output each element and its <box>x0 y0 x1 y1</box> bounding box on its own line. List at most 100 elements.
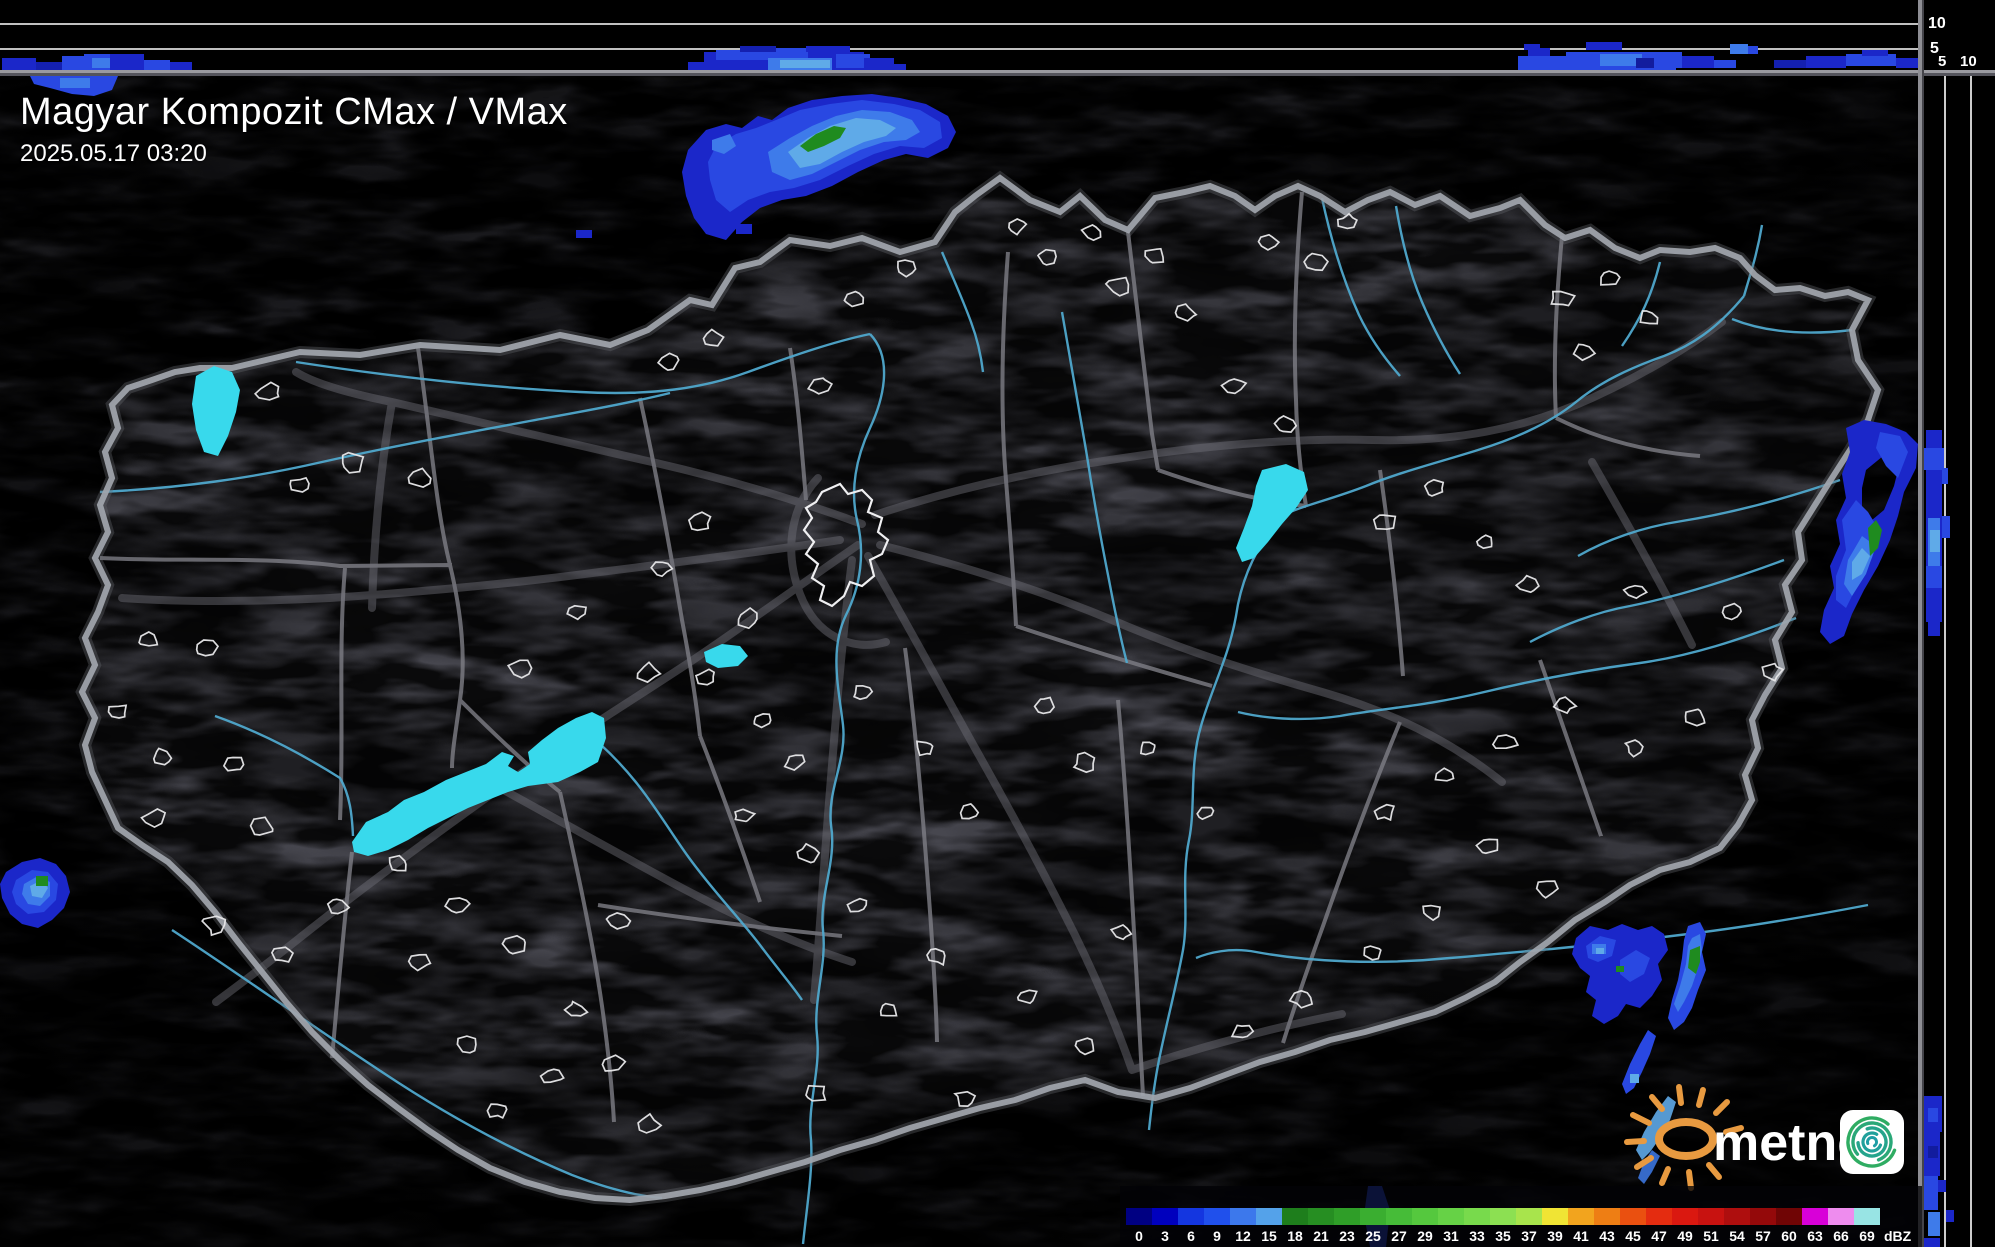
right-axis-label-10km: 10 <box>1960 53 1977 70</box>
city-outline <box>1684 708 1706 727</box>
budapest-outline <box>802 482 890 608</box>
legend-swatch <box>1802 1208 1828 1225</box>
city-outline <box>140 808 167 829</box>
legend-swatch <box>1308 1208 1334 1225</box>
right-profile-strip <box>1918 0 1995 1247</box>
legend-swatch <box>1360 1208 1386 1225</box>
city-outline <box>1336 212 1358 230</box>
city-outline <box>501 934 526 955</box>
lakes <box>192 366 1308 856</box>
city-outline <box>1104 276 1130 297</box>
city-outline <box>1230 1024 1255 1039</box>
city-outline <box>539 1068 565 1084</box>
city-outline <box>201 915 227 937</box>
city-outline <box>926 947 946 967</box>
legend-swatch <box>1516 1208 1542 1225</box>
city-outline <box>783 754 806 771</box>
legend-level: 29 <box>1412 1208 1438 1244</box>
right-profile-echoes <box>1924 430 1954 1247</box>
legend-swatch <box>1594 1208 1620 1225</box>
legend-swatch <box>1828 1208 1854 1225</box>
city-outline <box>1535 880 1560 899</box>
legend-label: 21 <box>1313 1228 1329 1244</box>
city-outline <box>388 854 407 872</box>
city-outline <box>1761 662 1785 682</box>
right-axis-label-5km: 5 <box>1938 53 1947 70</box>
legend-label: 49 <box>1677 1228 1693 1244</box>
legend-level: 41 <box>1568 1208 1594 1244</box>
city-outline <box>656 352 680 371</box>
city-outline <box>138 631 159 647</box>
legend-swatch <box>1230 1208 1256 1225</box>
legend-level: 33 <box>1464 1208 1490 1244</box>
city-outline <box>843 290 865 308</box>
city-outline <box>1623 739 1644 758</box>
legend-label: 57 <box>1755 1228 1771 1244</box>
legend-swatch <box>1152 1208 1178 1225</box>
city-outline <box>796 842 821 864</box>
city-outline <box>897 259 917 278</box>
city-outline <box>687 511 712 532</box>
legend-swatch <box>1776 1208 1802 1225</box>
city-outline <box>1552 696 1578 715</box>
legend-level: 23 <box>1334 1208 1360 1244</box>
legend-swatch <box>1438 1208 1464 1225</box>
legend-level: 49 <box>1672 1208 1698 1244</box>
city-outline <box>953 1090 977 1107</box>
legend-label: 47 <box>1651 1228 1667 1244</box>
city-outline <box>407 953 432 972</box>
legend-swatch <box>1412 1208 1438 1225</box>
city-outline <box>1475 838 1499 855</box>
legend-label: 43 <box>1599 1228 1615 1244</box>
legend-label: 63 <box>1807 1228 1823 1244</box>
city-outline <box>1639 310 1659 325</box>
city-outline <box>637 1112 663 1134</box>
legend-level: 27 <box>1386 1208 1412 1244</box>
top-axis-label-10km: 10 <box>1928 15 1946 32</box>
legend-label: 29 <box>1417 1228 1433 1244</box>
legend-label: 33 <box>1469 1228 1485 1244</box>
city-outline <box>1491 734 1520 750</box>
legend-label: 23 <box>1339 1228 1355 1244</box>
legend-level: 43 <box>1594 1208 1620 1244</box>
legend-label: 15 <box>1261 1228 1277 1244</box>
legend-label: 41 <box>1573 1228 1589 1244</box>
legend-unit-label: dBZ <box>1884 1228 1912 1244</box>
legend-level: 31 <box>1438 1208 1464 1244</box>
legend-level: 25 <box>1360 1208 1386 1244</box>
legend-swatch <box>1620 1208 1646 1225</box>
legend-label: 0 <box>1135 1228 1143 1244</box>
lake-velence <box>704 644 748 668</box>
city-outline <box>456 1035 477 1054</box>
title-block: Magyar Kompozit CMax / VMax 2025.05.17 0… <box>20 91 568 168</box>
legend-unit: dBZ <box>1880 1208 1924 1244</box>
top-profile-echoes <box>2 42 1918 70</box>
dbz-legend: 0 3 6 9 12 15 18 21 23 25 27 29 31 33 35 37 39 41 43 45 47 49… <box>1120 1186 1922 1247</box>
city-outline <box>1303 252 1329 272</box>
city-outline <box>1139 741 1156 756</box>
sun-icon <box>1624 1084 1744 1191</box>
city-outline <box>601 1054 627 1072</box>
city-outline <box>253 381 280 401</box>
legend-level: 12 <box>1230 1208 1256 1244</box>
city-outline <box>1072 751 1096 774</box>
city-outline <box>566 604 587 621</box>
legend-level: 21 <box>1308 1208 1334 1244</box>
city-outline <box>506 659 533 679</box>
city-outline <box>737 606 758 630</box>
city-outline <box>1257 233 1281 251</box>
city-outline <box>636 661 662 684</box>
city-outline <box>1288 989 1314 1009</box>
legend-swatch <box>1334 1208 1360 1225</box>
city-outline <box>486 1103 508 1120</box>
rivers <box>99 197 1869 1245</box>
lake-ferto <box>192 366 240 456</box>
legend-level: 3 <box>1152 1208 1178 1244</box>
city-outline <box>846 897 868 913</box>
city-outline <box>1434 767 1455 782</box>
city-outline <box>222 756 245 772</box>
legend-swatch <box>1464 1208 1490 1225</box>
legend-level: 60 <box>1776 1208 1802 1244</box>
legend-label: 27 <box>1391 1228 1407 1244</box>
